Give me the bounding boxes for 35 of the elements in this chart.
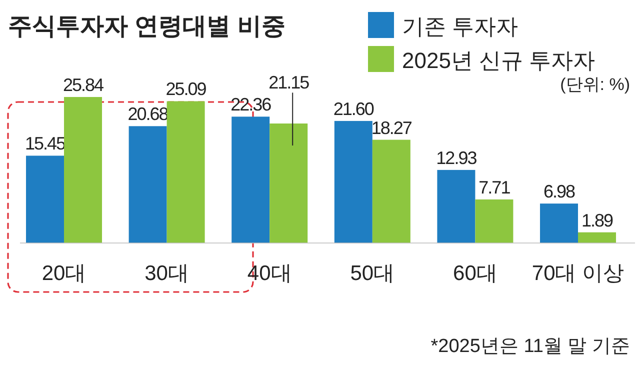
- x-tick-label: 30대: [144, 262, 189, 285]
- bar: [540, 204, 578, 243]
- x-tick-label: 70대 이상: [532, 262, 624, 285]
- x-tick-label: 20대: [42, 262, 86, 285]
- bar: [166, 101, 205, 243]
- data-label: 7.71: [478, 177, 511, 198]
- bar: [372, 140, 410, 243]
- bar: [437, 170, 476, 243]
- data-label: 15.45: [24, 134, 66, 154]
- bar: [128, 126, 167, 243]
- data-label: 18.27: [371, 118, 412, 138]
- data-label: 20.68: [128, 104, 169, 124]
- data-label: 12.93: [436, 148, 478, 168]
- data-label: 22.36: [230, 94, 272, 115]
- legend-label: 기존 투자자: [402, 14, 518, 39]
- x-tick-label: 60대: [453, 262, 498, 285]
- data-label: 25.09: [166, 79, 207, 100]
- data-label: 21.15: [268, 72, 310, 93]
- text: (단위: %): [560, 75, 630, 94]
- bar: [26, 156, 64, 243]
- legend-label: 2025년 신규 투자자: [402, 48, 596, 73]
- bar: [64, 97, 102, 243]
- text: *2025년은 11월 말 기준: [430, 336, 630, 357]
- data-label: 21.60: [333, 98, 374, 119]
- bar: [270, 124, 308, 243]
- bar: [334, 120, 372, 243]
- chart-title: 주식투자자 연령대별 비중: [8, 13, 286, 40]
- bar: [578, 232, 616, 243]
- bar: [475, 199, 514, 243]
- x-tick-label: 40대: [247, 262, 292, 285]
- x-tick-label: 50대: [350, 262, 395, 285]
- data-label: 6.98: [543, 182, 576, 202]
- data-label: 25.84: [62, 75, 104, 95]
- bar: [232, 116, 270, 243]
- data-label: 1.89: [581, 210, 614, 230]
